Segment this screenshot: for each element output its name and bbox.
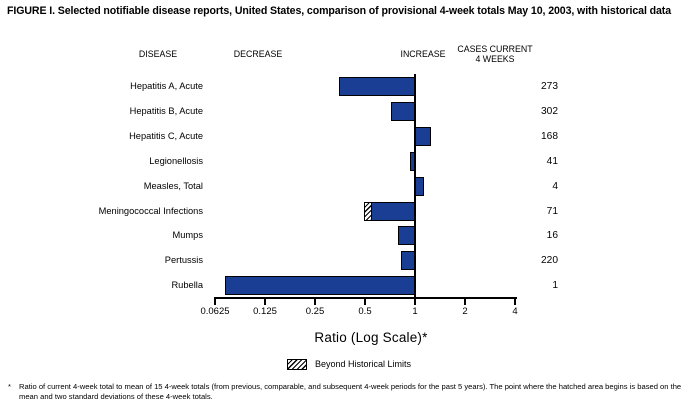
column-header-increase: INCREASE (400, 49, 446, 59)
ratio-bar (409, 152, 415, 171)
disease-label: Mumps (172, 230, 203, 240)
disease-label: Meningococcal Infections (98, 206, 203, 216)
x-axis-tick (364, 297, 366, 305)
ratio-bar (398, 226, 415, 245)
footnote: * Ratio of current 4-week total to mean … (8, 382, 686, 402)
cases-current-value: 220 (541, 255, 558, 266)
disease-label: Hepatitis A, Acute (130, 81, 203, 91)
ratio-bar (339, 77, 415, 96)
cases-current-value: 41 (546, 156, 558, 167)
x-axis-line (215, 297, 517, 299)
ratio-bar (415, 127, 432, 146)
cases-current-value: 71 (546, 206, 558, 217)
x-axis-tick-label: 0.25 (305, 306, 325, 317)
footnote-marker: * (8, 382, 11, 391)
x-axis-tick (414, 297, 416, 305)
x-axis-title: Ratio (Log Scale)* (314, 330, 428, 345)
cases-current-value: 16 (546, 230, 558, 241)
x-axis-tick-label: 4 (512, 306, 518, 317)
x-axis-tick-label: 0.5 (358, 306, 372, 317)
disease-label: Rubella (171, 280, 203, 290)
cases-current-value: 302 (541, 106, 558, 117)
disease-label: Pertussis (164, 255, 203, 265)
column-header-cases-line2: 4 WEEKS (475, 54, 515, 65)
cases-current-value: 273 (541, 81, 558, 92)
ratio-bar (391, 102, 415, 121)
footnote-text: Ratio of current 4-week total to mean of… (19, 382, 682, 402)
cases-current-value: 168 (541, 131, 558, 142)
ratio-bar (400, 251, 415, 270)
legend-label: Beyond Historical Limits (315, 359, 412, 369)
x-axis-tick (264, 297, 266, 305)
cases-current-value: 1 (552, 280, 558, 291)
cases-current-value: 4 (552, 181, 558, 192)
x-axis-tick (314, 297, 316, 305)
figure-title: FIGURE I. Selected notifiable disease re… (7, 5, 672, 17)
x-axis-tick-label: 0.125 (253, 306, 277, 317)
hatched-swatch-icon (287, 359, 307, 370)
disease-label: Hepatitis C, Acute (129, 131, 203, 141)
column-header-disease: DISEASE (138, 49, 178, 59)
disease-label: Hepatitis B, Acute (129, 106, 203, 116)
disease-label: Measles, Total (143, 181, 203, 191)
column-header-cases-line1: CASES CURRENT (457, 44, 533, 54)
ratio-bar (415, 177, 424, 196)
disease-label: Legionellosis (149, 156, 203, 166)
ratio-bar (225, 276, 415, 295)
x-axis-tick-label: 2 (462, 306, 468, 317)
column-header-decrease: DECREASE (233, 49, 283, 59)
x-axis-tick-label: 0.0625 (200, 306, 230, 317)
column-header-cases-current: CASES CURRENT 4 WEEKS (443, 44, 547, 64)
x-axis-tick (214, 297, 216, 305)
ratio-bar (363, 202, 415, 221)
x-axis-tick (514, 297, 516, 305)
beyond-historical-hatch (364, 203, 372, 220)
x-axis-tick-label: 1 (412, 306, 418, 317)
x-axis-tick (464, 297, 466, 305)
